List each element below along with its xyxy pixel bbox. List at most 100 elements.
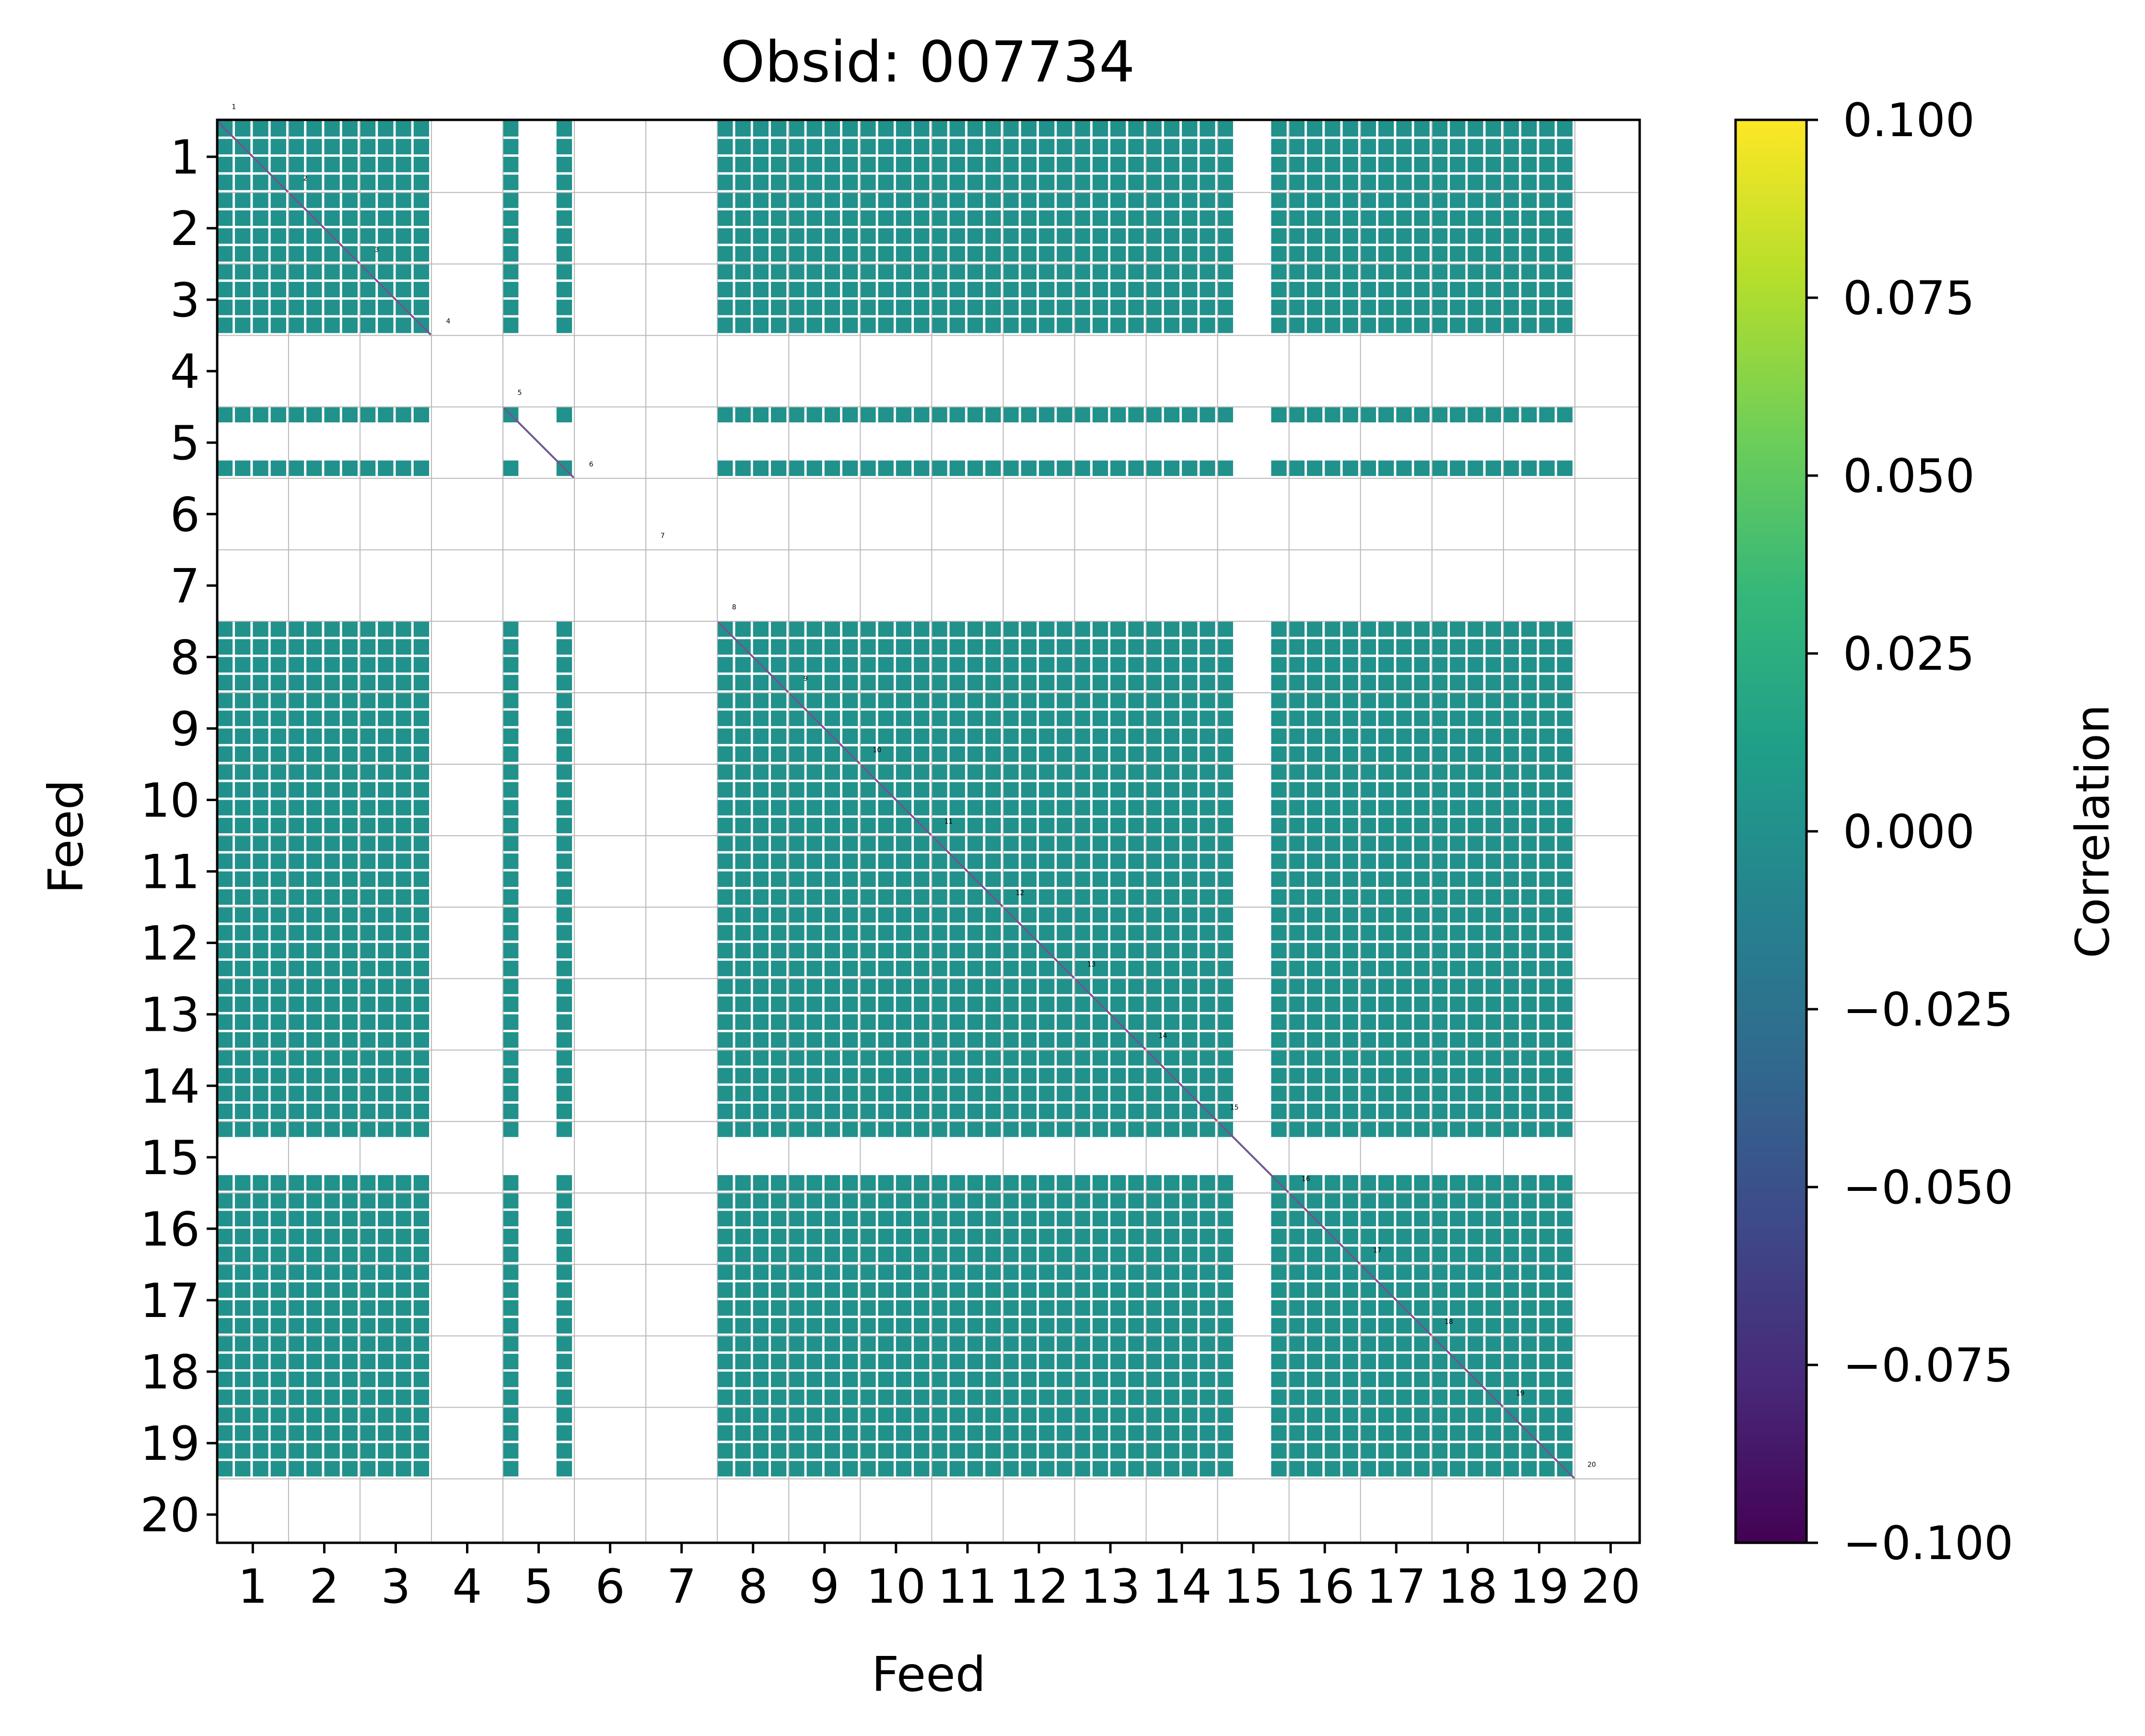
heatmap-cell [896, 192, 912, 208]
heatmap-cell [1003, 1443, 1019, 1459]
heatmap-cell [1360, 1175, 1376, 1191]
heatmap-cell [235, 460, 251, 476]
heatmap-cell [306, 711, 322, 726]
heatmap-cell [860, 1443, 876, 1459]
heatmap-cell [1039, 1193, 1055, 1209]
heatmap-cell [914, 711, 930, 726]
diagonal-feed-label: 4 [446, 318, 451, 326]
heatmap-cell [1468, 175, 1483, 190]
heatmap-cell [1110, 1282, 1126, 1298]
heatmap-cell [556, 817, 572, 834]
heatmap-cell [556, 1068, 572, 1084]
heatmap-cell [396, 1461, 411, 1477]
heatmap-cell [1503, 228, 1519, 244]
heatmap-cell [842, 996, 858, 1012]
heatmap-cell [1378, 639, 1394, 655]
heatmap-cell [1128, 693, 1144, 709]
heatmap-cell [967, 228, 983, 244]
heatmap-cell [1182, 121, 1198, 137]
heatmap-cell [806, 853, 822, 869]
heatmap-cell [1146, 889, 1162, 905]
heatmap-cell [1289, 1121, 1305, 1137]
heatmap-cell [771, 1318, 787, 1334]
heatmap-cell [771, 139, 787, 154]
heatmap-cell [1414, 728, 1430, 744]
heatmap-cell [503, 960, 519, 977]
heatmap-cell [1360, 1247, 1376, 1262]
heatmap-cell [1039, 1014, 1055, 1030]
heatmap-cell [306, 246, 322, 262]
heatmap-cell [824, 1032, 840, 1048]
heatmap-cell [1182, 139, 1198, 154]
heatmap-cell [1396, 782, 1412, 798]
heatmap-cell [842, 621, 858, 637]
heatmap-cell [878, 1318, 894, 1334]
heatmap-cell [932, 1068, 947, 1084]
heatmap-cell [342, 1407, 358, 1423]
heatmap-cell [360, 1336, 376, 1352]
heatmap-cell [288, 979, 304, 994]
heatmap-cell [967, 1372, 983, 1387]
heatmap-cell [342, 1228, 358, 1245]
heatmap-cell [1074, 675, 1090, 690]
heatmap-cell [985, 1264, 1001, 1280]
heatmap-cell [217, 264, 233, 280]
heatmap-cell [1378, 1461, 1394, 1477]
heatmap-cell [1039, 300, 1055, 315]
heatmap-cell [1468, 1353, 1483, 1370]
heatmap-cell [324, 300, 340, 315]
heatmap-cell [1074, 407, 1090, 422]
heatmap-cell [949, 979, 965, 994]
heatmap-cell [985, 960, 1001, 977]
heatmap-cell [1164, 853, 1180, 869]
heatmap-cell [824, 800, 840, 816]
heatmap-cell [413, 764, 429, 780]
diagonal-line [502, 406, 575, 479]
heatmap-cell [1450, 693, 1466, 709]
heatmap-cell [1503, 728, 1519, 744]
heatmap-cell [360, 979, 376, 994]
heatmap-cell [896, 943, 912, 958]
heatmap-cell [1432, 300, 1448, 315]
heatmap-cell [1271, 800, 1287, 816]
heatmap-cell [1057, 1407, 1072, 1423]
heatmap-cell [1003, 746, 1019, 762]
heatmap-cell [860, 693, 876, 709]
heatmap-cell [896, 711, 912, 726]
heatmap-cell [413, 711, 429, 726]
heatmap-cell [896, 836, 912, 851]
heatmap-cell [1539, 1264, 1555, 1280]
heatmap-cell [753, 871, 769, 887]
heatmap-cell [1182, 764, 1198, 780]
heatmap-cell [789, 1068, 804, 1084]
heatmap-cell [806, 1247, 822, 1262]
heatmap-cell [288, 228, 304, 244]
heatmap-cell [253, 210, 268, 226]
heatmap-cell [824, 228, 840, 244]
heatmap-cell [1021, 300, 1037, 315]
heatmap-cell [306, 1050, 322, 1066]
diagonal-line [1003, 906, 1075, 979]
heatmap-cell [1342, 1068, 1358, 1084]
heatmap-cell [1003, 639, 1019, 655]
heatmap-cell [1306, 1247, 1323, 1262]
heatmap-cell [1200, 1300, 1215, 1316]
heatmap-cell [1039, 1300, 1055, 1316]
heatmap-cell [1485, 1425, 1501, 1441]
heatmap-cell [1057, 764, 1072, 780]
heatmap-cell [306, 1104, 322, 1119]
heatmap-cell [1110, 1318, 1126, 1334]
heatmap-cell [1468, 192, 1483, 208]
heatmap-cell [914, 157, 930, 173]
heatmap-cell [1539, 175, 1555, 190]
heatmap-cell [1271, 246, 1287, 262]
heatmap-cell [824, 1228, 840, 1245]
heatmap-cell [288, 1336, 304, 1352]
heatmap-cell [1468, 317, 1483, 333]
heatmap-cell [1289, 979, 1305, 994]
heatmap-cell [1539, 1032, 1555, 1048]
heatmap-cell [753, 1407, 769, 1423]
heatmap-cell [1182, 1014, 1198, 1030]
heatmap-cell [1378, 210, 1394, 226]
heatmap-cell [217, 979, 233, 994]
